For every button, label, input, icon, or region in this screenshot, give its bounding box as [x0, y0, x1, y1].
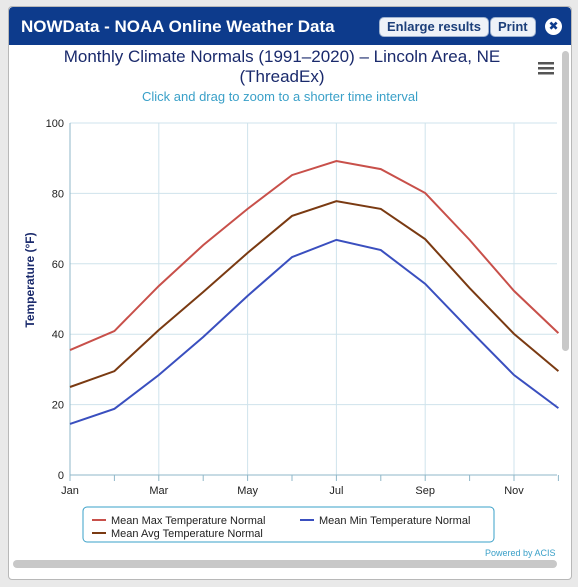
- legend-box: [82, 506, 495, 543]
- x-tick-label: Sep: [415, 485, 435, 497]
- chart-title: Monthly Climate Normals (1991–2020) – Li…: [63, 47, 501, 86]
- x-tick-label: Mar: [149, 485, 168, 497]
- y-tick-label: 40: [52, 329, 64, 341]
- credit: Powered by ACIS: [485, 548, 556, 558]
- vertical-scrollbar[interactable]: [562, 51, 569, 351]
- y-tick-label: 0: [58, 470, 64, 482]
- x-tick-label: Jul: [329, 485, 343, 497]
- print-button[interactable]: Print: [490, 17, 536, 37]
- close-button[interactable]: ✖: [545, 18, 562, 35]
- window-title: NOWData - NOAA Online Weather Data: [21, 17, 335, 36]
- chart-subtitle: Click and drag to zoom to a shorter time…: [141, 89, 418, 104]
- header: NOWData - NOAA Online Weather Data Enlar…: [9, 7, 571, 45]
- x-tick-label: May: [237, 485, 258, 497]
- window: NOWData - NOAA Online Weather Data Enlar…: [8, 6, 572, 580]
- legend-label: Mean Avg Temperature Normal: [111, 528, 263, 540]
- y-tick-label: 60: [52, 259, 64, 271]
- series-line: [69, 159, 560, 351]
- menu-icon[interactable]: [538, 62, 554, 75]
- legend-label: Mean Max Temperature Normal: [111, 515, 265, 527]
- series-line: [69, 200, 560, 388]
- x-tick-label: Jan: [61, 485, 79, 497]
- y-tick-label: 100: [46, 118, 64, 130]
- legend-label: Mean Min Temperature Normal: [319, 515, 470, 527]
- y-tick-label: 80: [52, 188, 64, 200]
- x-tick-label: Nov: [504, 485, 524, 497]
- horizontal-scrollbar[interactable]: [13, 560, 557, 568]
- enlarge-button[interactable]: Enlarge results: [379, 17, 489, 37]
- series-line: [69, 238, 559, 425]
- y-axis-label: Temperature (°F): [23, 232, 37, 327]
- y-tick-label: 20: [52, 400, 64, 412]
